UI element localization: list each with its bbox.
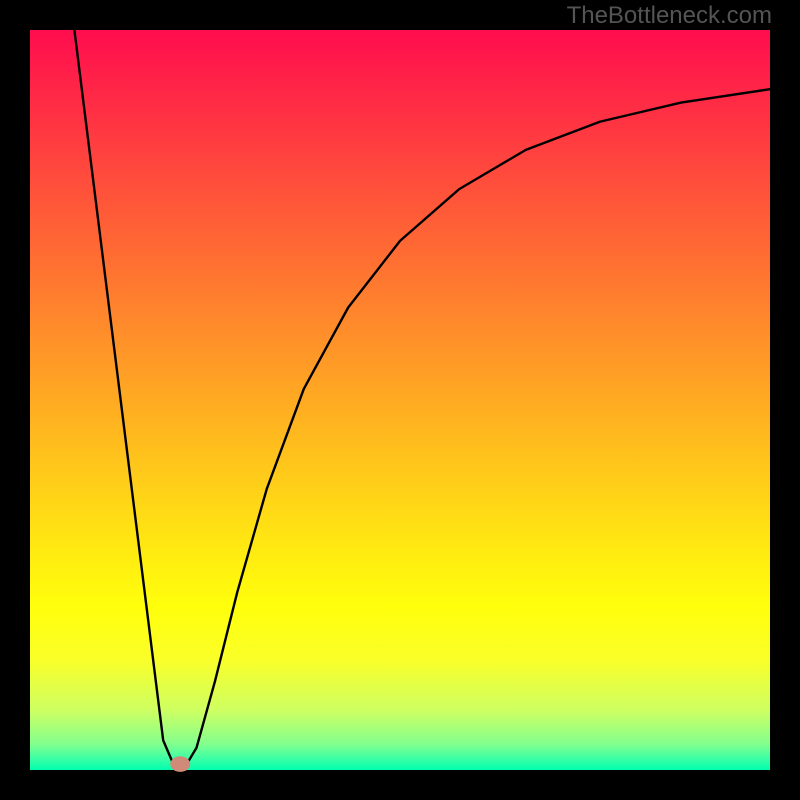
plot-gradient-background xyxy=(30,30,770,770)
chart-stage: TheBottleneck.com xyxy=(0,0,800,800)
watermark-text: TheBottleneck.com xyxy=(567,2,772,30)
